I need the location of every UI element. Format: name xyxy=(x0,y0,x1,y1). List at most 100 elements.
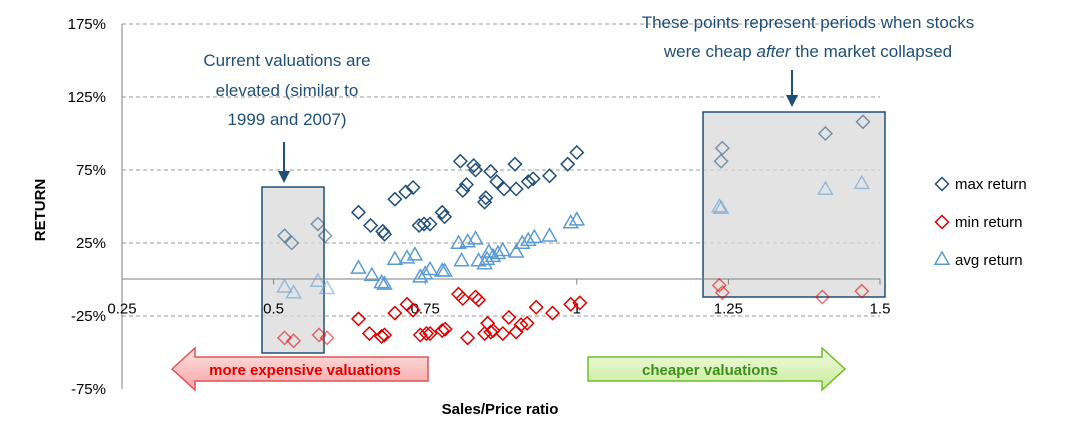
min-return-point xyxy=(814,289,830,305)
max-return-point xyxy=(483,163,499,180)
avg-return-point xyxy=(507,243,525,258)
min-return-point xyxy=(485,323,501,339)
avg-return-point xyxy=(476,254,493,270)
annotation-line: elevated (similar to xyxy=(216,81,359,100)
max-return-point xyxy=(455,182,471,199)
max-return-point xyxy=(713,153,729,169)
annotation-line: 1999 and 2007) xyxy=(227,110,346,129)
max-return-point xyxy=(387,191,403,207)
y-tick-label: 25% xyxy=(76,235,106,252)
legend-label: min return xyxy=(955,214,1023,231)
avg-return-point xyxy=(350,259,367,274)
avg-return-point xyxy=(489,244,507,260)
max-return-point xyxy=(416,216,432,232)
min-return-point xyxy=(434,323,450,339)
max-return-point xyxy=(478,190,494,206)
min-return-point xyxy=(377,327,393,343)
min-return-point xyxy=(519,315,535,331)
avg-return-point xyxy=(467,230,484,245)
min-return-point xyxy=(528,299,544,315)
max-return-point xyxy=(317,228,333,244)
max-return-point xyxy=(855,114,871,130)
avg-return-point xyxy=(568,211,586,226)
legend-marker xyxy=(933,250,951,265)
min-return-point xyxy=(477,325,493,342)
min-return-point xyxy=(501,309,517,326)
max-return-point xyxy=(434,204,450,220)
avg-return-point xyxy=(853,174,871,190)
max-return-point xyxy=(496,181,512,197)
y-tick-label: 125% xyxy=(68,89,106,106)
min-return-point xyxy=(513,317,529,333)
min-return-point xyxy=(361,325,377,342)
y-tick-label: -75% xyxy=(71,381,106,398)
max-return-point xyxy=(398,184,414,200)
max-return-point xyxy=(452,153,468,169)
cheaper-label: cheaper valuations xyxy=(642,362,778,379)
avg-return-point xyxy=(436,262,453,277)
x-tick-label: 0.25 xyxy=(107,301,136,318)
min-return-point xyxy=(854,283,870,299)
avg-return-point xyxy=(406,246,424,261)
min-return-point xyxy=(450,286,467,302)
min-return-point xyxy=(311,327,327,343)
max-return-point xyxy=(363,217,379,234)
avg-return-point xyxy=(386,250,404,266)
legend-marker xyxy=(934,214,950,230)
max-return-point xyxy=(377,226,393,242)
min-return-point xyxy=(437,321,453,337)
more-expensive-arrow: more expensive valuations xyxy=(170,346,429,392)
current-valuation-box xyxy=(261,186,325,354)
max-return-point xyxy=(276,228,293,244)
y-axis-title: RETURN xyxy=(32,179,49,242)
max-return-point xyxy=(422,216,438,232)
avg-return-point xyxy=(421,260,439,276)
more-expensive-label: more expensive valuations xyxy=(209,362,401,379)
x-tick-labels: 0.25 0.5 0.75 1 1.25 1.5 xyxy=(107,279,890,318)
min-return-point xyxy=(460,330,476,346)
data-points xyxy=(276,114,871,349)
max-return-point xyxy=(458,177,474,193)
min-return-point xyxy=(711,277,727,293)
min-return-point xyxy=(350,311,367,327)
min-return-point xyxy=(319,330,335,346)
max-return-point xyxy=(467,162,484,178)
current-valuations-annotation: Current valuations are elevated (similar… xyxy=(203,51,371,183)
min-return-point xyxy=(471,292,487,308)
annotation-text: the market collapsed xyxy=(791,42,953,61)
max-return-point xyxy=(284,235,300,251)
min-return-point xyxy=(714,285,730,301)
avg-return-point xyxy=(519,231,537,247)
max-return-point xyxy=(437,209,453,225)
max-return-point xyxy=(466,158,482,174)
annotation-line: Current valuations are xyxy=(203,51,370,70)
avg-return-point xyxy=(412,268,429,283)
min-return-point xyxy=(495,325,511,342)
min-return-point xyxy=(276,330,293,346)
max-return-point xyxy=(508,181,524,197)
min-return-point xyxy=(422,325,438,342)
avg-return-point xyxy=(562,214,580,229)
avg-return-point xyxy=(309,272,327,287)
max-return-point xyxy=(477,194,493,210)
annotation-line: were cheap after the market collapsed xyxy=(663,42,952,61)
max-return-point xyxy=(489,174,505,190)
min-return-point xyxy=(373,328,390,345)
max-return-point xyxy=(817,125,833,142)
annotation-arrowhead xyxy=(278,171,290,183)
max-return-point xyxy=(405,179,421,196)
avg-return-point xyxy=(453,252,470,267)
cheaper-arrow: cheaper valuations xyxy=(587,346,847,392)
left-arrow-shape xyxy=(170,346,429,392)
min-return-point xyxy=(572,295,588,311)
avg-return-point xyxy=(450,234,467,249)
x-axis-title: Sales/Price ratio xyxy=(442,401,559,418)
avg-return-point xyxy=(285,284,302,299)
avg-return-point xyxy=(817,180,834,195)
avg-return-point xyxy=(276,278,293,293)
avg-return-point xyxy=(526,228,543,244)
y-tick-labels: -75% -25% 25% 75% 125% 175% xyxy=(68,16,106,398)
max-return-point xyxy=(375,223,391,239)
min-return-point xyxy=(418,325,434,342)
